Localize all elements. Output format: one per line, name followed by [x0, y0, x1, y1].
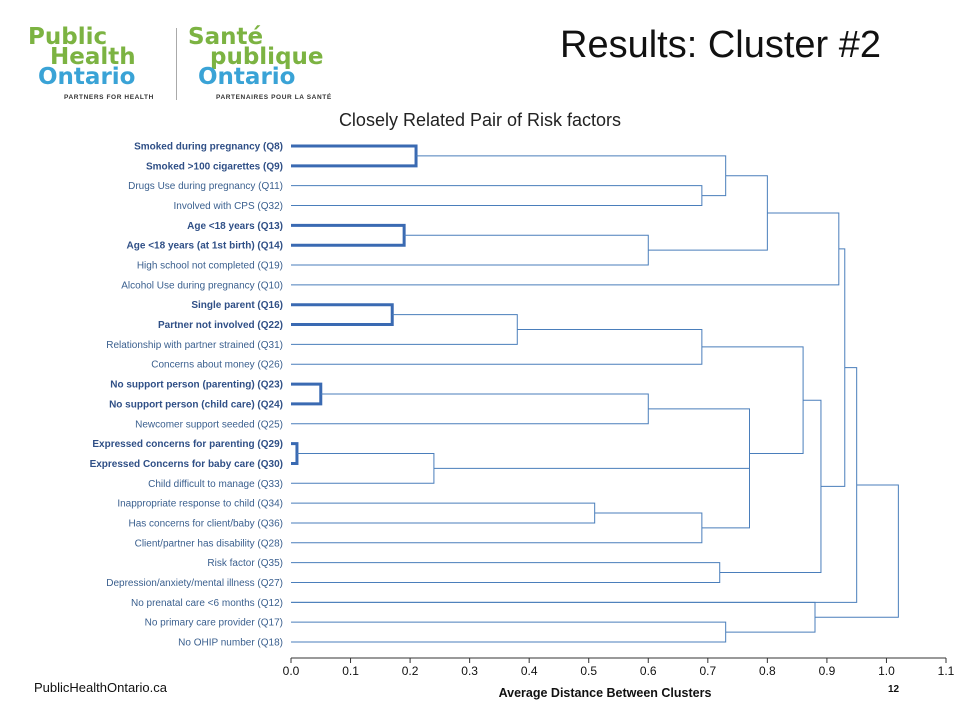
merge-link [815, 484, 899, 618]
x-tick-label: 0.7 [699, 664, 716, 678]
merge-link [291, 502, 596, 524]
logo-tagline: PARTENAIRES POUR LA SANTÉ [216, 94, 332, 101]
highlighted-merge-link [291, 382, 323, 406]
merge-link [416, 155, 727, 197]
x-tick-label: 0.0 [283, 664, 300, 678]
highlighted-merge-link [291, 144, 418, 168]
leaf-label: High school not completed (Q19) [137, 261, 283, 272]
chart-title: Closely Related Pair of Risk factors [338, 110, 622, 130]
leaf-label: Involved with CPS (Q32) [174, 201, 284, 212]
leaf-label: Has concerns for client/baby (Q36) [128, 518, 283, 529]
leaf-label: Inappropriate response to child (Q34) [117, 499, 283, 510]
leaf-label: No support person (child care) (Q24) [109, 399, 283, 410]
merge-link [648, 175, 768, 251]
merge-link [291, 562, 721, 583]
x-tick-label: 0.5 [580, 664, 597, 678]
highlighted-merge-link [291, 223, 406, 247]
x-tick-label: 0.6 [640, 664, 657, 678]
merge-link [291, 367, 858, 603]
merge-link [291, 621, 727, 643]
leaf-label: Age <18 years (at 1st birth) (Q14) [127, 241, 283, 252]
leaf-label: Expressed Concerns for baby care (Q30) [90, 459, 283, 470]
public-health-ontario-logo: Public Health Ontario PARTNERS FOR HEALT… [28, 26, 348, 106]
x-tick-label: 0.9 [819, 664, 836, 678]
leaf-label: Newcomer support seeded (Q25) [135, 419, 283, 430]
logo-word: publique [210, 44, 324, 70]
merge-link [291, 234, 649, 266]
leaf-label: Risk factor (Q35) [207, 558, 283, 569]
leaf-label: Relationship with partner strained (Q31) [106, 340, 283, 351]
leaf-label: Depression/anxiety/mental illness (Q27) [106, 578, 283, 589]
merge-link [291, 601, 816, 633]
logo-word: Health [50, 44, 136, 70]
merge-link [291, 393, 649, 425]
page-number: 12 [888, 684, 900, 695]
merge-link [719, 399, 822, 574]
merge-link [648, 408, 750, 499]
merge-link [291, 185, 703, 207]
leaf-label: No OHIP number (Q18) [178, 638, 283, 649]
logo-tagline: PARTNERS FOR HEALTH [64, 94, 154, 101]
x-tick-label: 0.1 [342, 664, 359, 678]
logo-word: Ontario [198, 64, 296, 90]
leaf-label: Child difficult to manage (Q33) [148, 479, 283, 490]
x-tick-label: 0.4 [521, 664, 538, 678]
leaf-label: Smoked >100 cigarettes (Q9) [146, 161, 283, 172]
x-axis-title: Average Distance Between Clusters [499, 686, 712, 700]
leaf-label: No primary care provider (Q17) [145, 618, 283, 629]
leaf-label: Smoked during pregnancy (Q8) [134, 142, 283, 153]
leaf-label: Single parent (Q16) [191, 300, 283, 311]
highlighted-merge-link [291, 442, 299, 465]
merge-link [291, 329, 703, 365]
x-tick-label: 1.0 [878, 664, 895, 678]
x-tick-label: 0.8 [759, 664, 776, 678]
merge-link [291, 512, 703, 544]
leaf-label: Alcohol Use during pregnancy (Q10) [121, 280, 283, 291]
logo-divider [176, 28, 177, 100]
leaf-label: Drugs Use during pregnancy (Q11) [128, 181, 283, 192]
logo-word: Santé [188, 24, 264, 50]
merge-link [701, 346, 804, 455]
x-tick-label: 0.2 [402, 664, 419, 678]
x-tick-label: 0.3 [461, 664, 478, 678]
leaf-label: No prenatal care <6 months (Q12) [131, 598, 283, 609]
leaf-label: Client/partner has disability (Q28) [135, 538, 283, 549]
leaf-label: Concerns about money (Q26) [151, 360, 283, 371]
merge-link [291, 453, 435, 484]
logo-word: Public [28, 24, 108, 50]
highlighted-merge-link [291, 303, 394, 327]
slide-title: Results: Cluster #2 [560, 24, 882, 66]
leaf-label: Expressed concerns for parenting (Q29) [92, 439, 283, 450]
leaf-label: No support person (parenting) (Q23) [110, 380, 283, 391]
footer-site: PublicHealthOntario.ca [34, 680, 167, 695]
leaf-label: Partner not involved (Q22) [158, 320, 283, 331]
logo-word: Ontario [38, 64, 136, 90]
merge-link [291, 212, 840, 286]
x-tick-label: 1.1 [938, 664, 955, 678]
leaf-label: Age <18 years (Q13) [187, 221, 283, 232]
merge-link [291, 314, 518, 345]
